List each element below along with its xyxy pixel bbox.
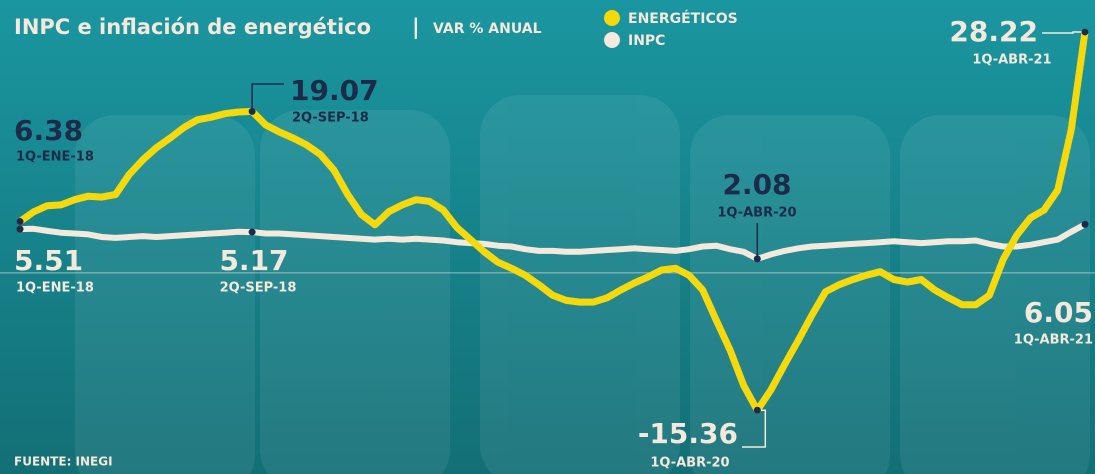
annotated-point <box>753 255 761 263</box>
leader <box>742 409 767 448</box>
legend-marker <box>604 10 620 26</box>
value-label: 5.51 <box>14 244 83 277</box>
value-label: 6.38 <box>14 114 83 147</box>
annotated-point <box>248 107 256 115</box>
annotated-point <box>1081 28 1089 36</box>
value-label: 5.17 <box>219 244 288 277</box>
chart-title: INPC e inflación de energético <box>14 15 371 39</box>
date-label: 1Q-ABR-20 <box>717 206 796 221</box>
value-label: 2.08 <box>722 168 791 201</box>
value-label: 6.05 <box>1024 296 1093 329</box>
bottle-decoration <box>75 95 1090 474</box>
value-label: 28.22 <box>949 15 1038 48</box>
date-label: 2Q-SEP-18 <box>292 111 369 126</box>
series-line <box>17 221 1088 262</box>
series-line <box>16 28 1089 414</box>
value-label: 19.07 <box>290 74 379 107</box>
leader <box>1042 31 1085 34</box>
date-label: 2Q-SEP-18 <box>220 281 297 296</box>
annotated-point <box>16 225 24 233</box>
date-label: 1Q-ABR-21 <box>972 53 1051 68</box>
chart-subtitle: VAR % ANUAL <box>433 21 542 37</box>
title-separator: | <box>412 15 420 40</box>
legend-label: INPC <box>628 33 665 49</box>
date-label: 1Q-ENE-18 <box>16 281 94 296</box>
leader <box>251 83 284 112</box>
source: FUENTE: INEGI <box>14 455 113 469</box>
legend-marker <box>604 32 620 48</box>
date-label: 1Q-ABR-21 <box>1014 333 1093 348</box>
annotated-point <box>248 228 256 236</box>
value-label: -15.36 <box>638 417 738 450</box>
annotated-point <box>753 406 761 414</box>
annotated-point <box>1081 220 1089 228</box>
annotated-point <box>16 218 24 226</box>
legend-label: ENERGÉTICOS <box>628 10 738 27</box>
date-label: 1Q-ABR-20 <box>650 456 729 471</box>
date-label: 1Q-ENE-18 <box>16 150 94 165</box>
